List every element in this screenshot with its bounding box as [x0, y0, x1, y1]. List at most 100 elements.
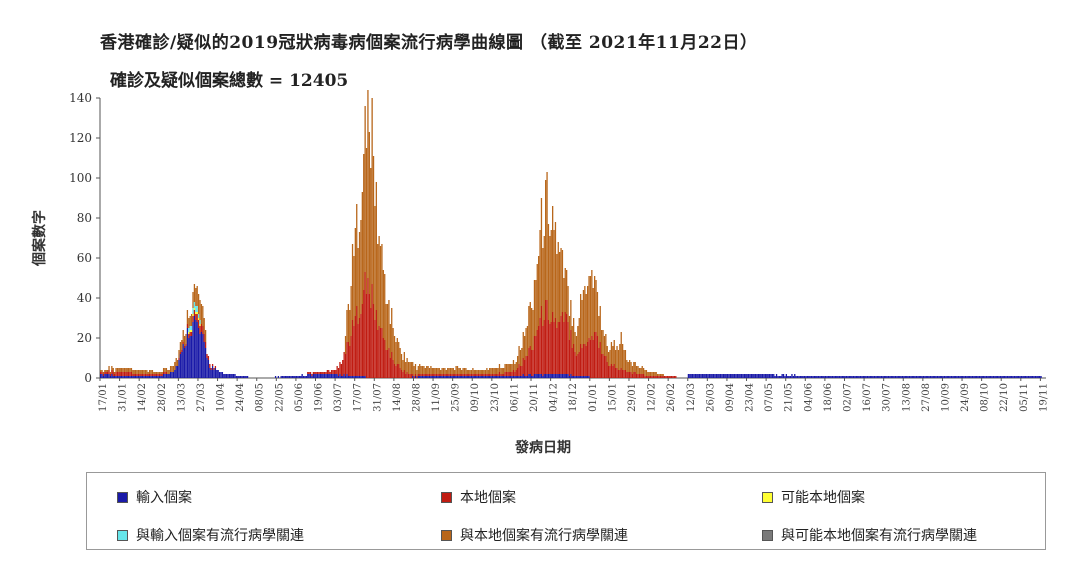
bar-local: [360, 314, 362, 376]
bar-local: [365, 294, 368, 378]
bar-epi_local: [518, 346, 520, 364]
bar-local: [654, 376, 656, 378]
bar-local: [143, 374, 145, 376]
bar-imported: [963, 376, 965, 378]
bar-local: [655, 376, 657, 378]
bar-local: [126, 372, 128, 376]
bar-imported: [575, 376, 578, 378]
bar-possible_local: [193, 308, 196, 310]
bar-imported: [868, 376, 870, 378]
bar-local: [607, 366, 610, 378]
bar-imported: [489, 376, 491, 378]
bar-imported: [199, 334, 201, 378]
bar-epi_local: [508, 364, 510, 372]
bar-epi_imported: [196, 306, 198, 312]
bar-local: [614, 368, 617, 378]
bar-local: [448, 374, 450, 376]
bar-imported: [454, 376, 456, 378]
bar-local: [406, 372, 408, 378]
y-tick-label: 20: [77, 331, 92, 345]
bar-epi_local: [595, 280, 597, 332]
bar-imported: [697, 374, 699, 378]
bar-imported: [1016, 376, 1018, 378]
bar-imported: [315, 374, 317, 378]
bar-local: [673, 376, 676, 378]
bar-local: [518, 364, 520, 376]
bar-local: [609, 366, 611, 378]
bar-local: [399, 368, 401, 378]
bar-local: [358, 318, 361, 376]
bar-local: [581, 348, 583, 376]
bar-imported: [157, 376, 159, 378]
bar-local: [494, 374, 496, 376]
bar-local: [559, 322, 561, 374]
bar-epi_local: [427, 366, 429, 374]
bar-imported: [742, 374, 744, 378]
bar-local: [119, 372, 121, 376]
bar-epi_local: [605, 334, 607, 356]
bar-local: [106, 372, 109, 374]
bar-epi_local: [410, 362, 412, 374]
bar-imported: [952, 376, 954, 378]
bar-imported: [221, 372, 224, 378]
bar-imported: [995, 376, 997, 378]
bar-epi_local: [147, 372, 149, 374]
bar-imported: [140, 376, 142, 378]
bar-imported: [519, 376, 522, 378]
bar-epi_local: [532, 310, 534, 350]
bar-epi_local: [648, 372, 650, 376]
bar-imported: [969, 376, 971, 378]
bar-local: [371, 284, 373, 378]
bar-epi_local: [105, 370, 107, 372]
bar-imported: [511, 376, 513, 378]
bar-epi_local: [120, 368, 123, 372]
bar-imported: [907, 376, 909, 378]
bar-epi_local: [599, 306, 601, 342]
bar-epi_local: [445, 370, 447, 374]
bar-imported: [101, 374, 103, 378]
bar-imported: [812, 376, 814, 378]
bar-local: [423, 374, 425, 376]
bar-imported: [552, 374, 554, 378]
bar-epi_local: [588, 276, 590, 338]
bar-imported: [231, 374, 233, 378]
y-tick-label: 120: [69, 131, 92, 145]
bar-local: [339, 362, 341, 374]
bar-epi_local: [155, 372, 158, 374]
bar-imported: [111, 374, 113, 378]
bar-imported: [161, 376, 163, 378]
bar-imported: [500, 376, 502, 378]
bar-imported: [910, 376, 912, 378]
bar-epi_local: [393, 336, 396, 364]
bar-local: [134, 374, 137, 376]
bar-imported: [297, 376, 299, 378]
bar-imported: [186, 328, 189, 378]
bar-local: [123, 372, 126, 376]
bar-imported: [342, 376, 344, 378]
bar-imported: [307, 374, 309, 378]
bar-epi_local: [652, 372, 655, 376]
bar-epi_local: [122, 368, 124, 372]
bar-epi_local: [417, 366, 419, 374]
bar-imported: [845, 376, 848, 378]
bar-local: [514, 372, 516, 376]
bar-imported: [336, 374, 338, 378]
bar-local: [451, 374, 453, 376]
bar-imported: [854, 376, 856, 378]
bar-epi_imported: [197, 314, 200, 318]
bar-imported: [483, 376, 485, 378]
bar-local: [400, 370, 403, 378]
bar-imported: [197, 328, 200, 378]
bar-local: [475, 374, 477, 376]
bar-imported: [729, 374, 732, 378]
x-tick-label: 08/10: [980, 383, 991, 412]
bar-local: [102, 374, 105, 376]
bar-imported: [116, 376, 119, 378]
x-tick-label: 02/07: [842, 383, 853, 412]
bar-local: [599, 342, 601, 378]
bar-imported: [160, 376, 162, 378]
bar-local: [139, 374, 141, 376]
bar-imported: [461, 376, 463, 378]
x-tick-label: 03/07: [333, 383, 344, 412]
bar-imported: [862, 376, 864, 378]
